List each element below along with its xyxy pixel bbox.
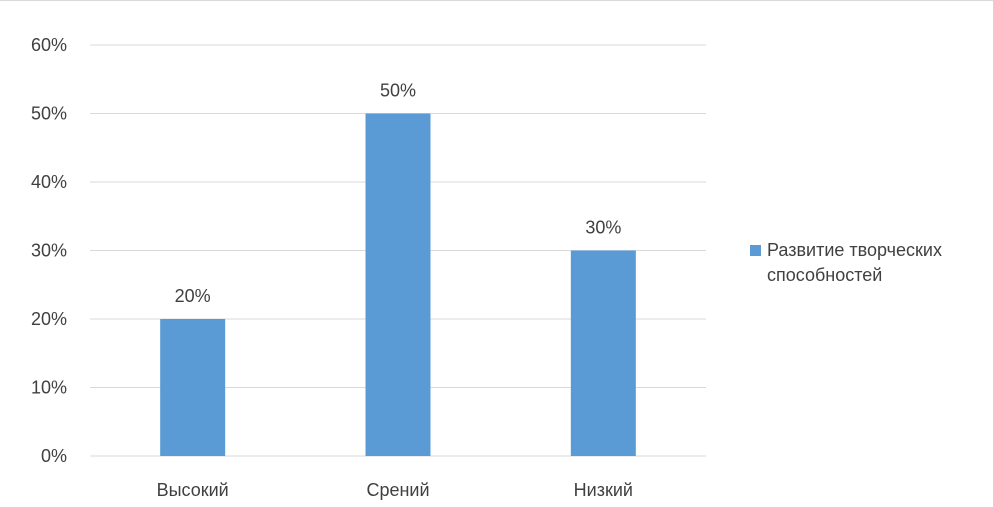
bar — [570, 250, 636, 456]
bar — [365, 113, 431, 456]
y-axis-tick-labels: 0% 10% 20% 30% 40% 50% 60% — [31, 35, 67, 466]
data-label: 50% — [380, 81, 416, 101]
data-label: 30% — [585, 218, 621, 238]
legend-label: Развитие творческих способностей — [767, 240, 942, 285]
y-tick-label: 10% — [31, 378, 67, 398]
y-tick-label: 40% — [31, 172, 67, 192]
data-label: 20% — [175, 286, 211, 306]
data-labels: 20% 50% 30% — [175, 81, 622, 307]
x-axis-tick-labels: Высокий Срений Низкий — [157, 480, 633, 500]
bar — [160, 319, 226, 456]
legend: Развитие творческих способностей — [750, 238, 990, 288]
x-tick-label: Высокий — [157, 480, 229, 500]
x-tick-label: Низкий — [574, 480, 633, 500]
x-tick-label: Срений — [366, 480, 429, 500]
y-tick-label: 60% — [31, 35, 67, 55]
bars — [160, 113, 636, 456]
y-tick-label: 30% — [31, 241, 67, 261]
y-tick-label: 20% — [31, 309, 67, 329]
y-tick-label: 0% — [41, 446, 67, 466]
y-tick-label: 50% — [31, 104, 67, 124]
legend-swatch — [750, 245, 761, 256]
frame-top-border — [0, 0, 993, 1]
